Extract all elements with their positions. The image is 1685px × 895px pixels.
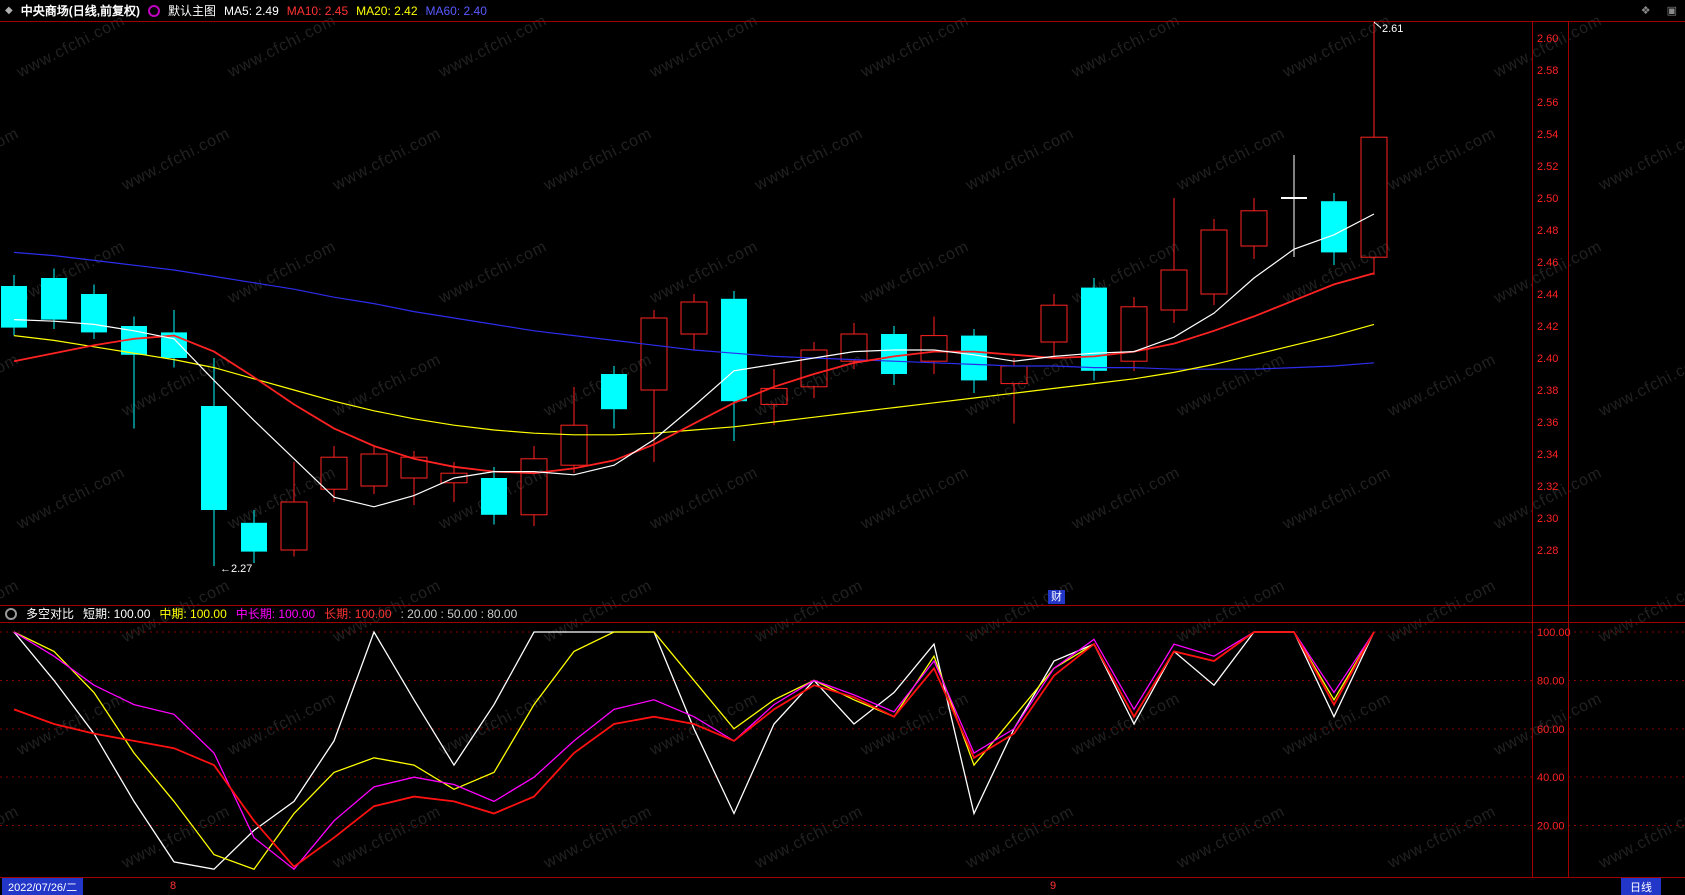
svg-text:2.38: 2.38 bbox=[1537, 385, 1558, 397]
candle-down bbox=[241, 510, 267, 563]
indicator-midlong-value: 中长期: 100.00 bbox=[235, 607, 316, 621]
chart-style-selector[interactable]: 默认主图 bbox=[168, 4, 217, 18]
candle-up bbox=[1360, 22, 1388, 275]
price-axis: 2.60 2.58 2.56 2.54 2.52 2.50 2.48 2.46 2.44 2.42… bbox=[1537, 33, 1558, 557]
event-marker-announcement[interactable]: 财 bbox=[1048, 590, 1065, 604]
topbar: ◆ 中央商场(日线,前复权) 默认主图 MA5: 2.49 MA10: 2.45… bbox=[0, 0, 1685, 21]
svg-text:80.00: 80.00 bbox=[1537, 675, 1565, 687]
svg-text:2.42: 2.42 bbox=[1537, 321, 1558, 333]
indicator-name[interactable]: 多空对比 bbox=[26, 607, 75, 621]
indicator-params: : 20.00 : 50.00 : 80.00 bbox=[400, 606, 518, 621]
candle-up bbox=[280, 462, 308, 557]
candle-up bbox=[640, 310, 668, 462]
candle-down bbox=[721, 290, 747, 442]
svg-text:2.50: 2.50 bbox=[1537, 193, 1558, 205]
svg-text:60.00: 60.00 bbox=[1537, 724, 1565, 736]
low-annotation: ←2.27 bbox=[220, 563, 252, 575]
svg-text:2.58: 2.58 bbox=[1537, 65, 1558, 77]
ma20-label: MA20: 2.42 bbox=[356, 3, 418, 18]
indicator-gridlines bbox=[0, 631, 1685, 827]
svg-text:2.52: 2.52 bbox=[1537, 161, 1558, 173]
month-marker-9: 9 bbox=[1050, 880, 1057, 892]
main-indicator-badge-icon[interactable] bbox=[148, 4, 161, 17]
svg-text:2.36: 2.36 bbox=[1537, 417, 1558, 429]
candle-down bbox=[1081, 278, 1107, 381]
diamond-icon[interactable]: ❖ bbox=[1640, 5, 1651, 17]
candle-down bbox=[81, 284, 107, 339]
candle-down bbox=[1, 274, 27, 336]
ma5-line bbox=[13, 213, 1375, 508]
indicator-header: 多空对比 短期: 100.00 中期: 100.00 中长期: 100.00 长… bbox=[0, 605, 1528, 622]
candle-up bbox=[1160, 198, 1188, 323]
high-annotation: 2.61 bbox=[1382, 23, 1403, 35]
ma10-line bbox=[13, 272, 1375, 475]
candle-doji bbox=[1281, 154, 1307, 258]
svg-text:2.44: 2.44 bbox=[1537, 289, 1558, 301]
candle-up bbox=[680, 294, 708, 350]
svg-text:2.28: 2.28 bbox=[1537, 545, 1558, 557]
pane-borders bbox=[0, 21, 1685, 878]
candle-up bbox=[760, 369, 788, 426]
svg-text:2.30: 2.30 bbox=[1537, 513, 1558, 525]
indicator-line-short bbox=[13, 630, 1375, 870]
candle-up bbox=[800, 342, 828, 398]
indicator-mid-value: 中期: 100.00 bbox=[159, 607, 227, 621]
svg-text:2.40: 2.40 bbox=[1537, 353, 1558, 365]
candle-up bbox=[1040, 294, 1068, 358]
indicator-badge-icon[interactable] bbox=[5, 607, 17, 620]
svg-text:2.54: 2.54 bbox=[1537, 129, 1558, 141]
candle-down bbox=[1321, 193, 1347, 266]
candle-down bbox=[41, 268, 67, 330]
annotations: 2.61 ←2.27 bbox=[220, 21, 1403, 575]
svg-text:2.56: 2.56 bbox=[1537, 97, 1558, 109]
window-icon[interactable]: ▣ bbox=[1666, 5, 1677, 17]
candle-up bbox=[1000, 358, 1028, 424]
candle-up bbox=[1120, 297, 1148, 371]
candle-down bbox=[961, 329, 987, 394]
indicator-long-value: 长期: 100.00 bbox=[324, 607, 392, 621]
svg-text:100.00: 100.00 bbox=[1537, 627, 1571, 639]
indicator-axis: 100.00 80.00 60.00 40.00 20.00 bbox=[1537, 627, 1571, 833]
candle-up bbox=[400, 450, 428, 506]
candle-up bbox=[920, 316, 948, 374]
period-button[interactable]: 日线 bbox=[1621, 878, 1661, 895]
indicator-line-long bbox=[13, 631, 1375, 868]
candle-down bbox=[201, 358, 227, 566]
indicator-line-midlong bbox=[13, 631, 1375, 871]
candle-up bbox=[1200, 218, 1228, 306]
svg-text:2.48: 2.48 bbox=[1537, 225, 1558, 237]
indicator-short-value: 短期: 100.00 bbox=[83, 607, 151, 621]
candle-up bbox=[320, 446, 348, 502]
candle-up bbox=[560, 386, 588, 474]
svg-text:20.00: 20.00 bbox=[1537, 821, 1565, 833]
ma20-line bbox=[13, 323, 1375, 436]
ma60-line bbox=[13, 251, 1375, 370]
svg-text:2.46: 2.46 bbox=[1537, 257, 1558, 269]
candle-up bbox=[440, 462, 468, 502]
svg-text:40.00: 40.00 bbox=[1537, 772, 1565, 784]
ma60-label: MA60: 2.40 bbox=[425, 3, 487, 18]
ma5-label: MA5: 2.49 bbox=[224, 3, 279, 18]
candle-up bbox=[1240, 198, 1268, 259]
bottom-bar: 2022/07/26/二 8 9 日线 bbox=[0, 877, 1685, 895]
ma10-label: MA10: 2.45 bbox=[286, 3, 349, 18]
crosshair-date-box: 2022/07/26/二 bbox=[2, 878, 84, 895]
candle-up bbox=[360, 446, 388, 494]
svg-text:2.32: 2.32 bbox=[1537, 481, 1558, 493]
indicator-line-mid bbox=[13, 631, 1375, 870]
candle-down bbox=[601, 366, 627, 429]
month-marker-8: 8 bbox=[170, 880, 177, 892]
candle-down bbox=[481, 466, 507, 525]
candle-up bbox=[520, 446, 548, 526]
app-logo-icon: ◆ bbox=[5, 5, 13, 16]
stock-title: 中央商场(日线,前复权) bbox=[20, 4, 141, 18]
svg-text:2.60: 2.60 bbox=[1537, 33, 1558, 45]
candles bbox=[1, 22, 1388, 566]
svg-text:2.34: 2.34 bbox=[1537, 449, 1558, 461]
